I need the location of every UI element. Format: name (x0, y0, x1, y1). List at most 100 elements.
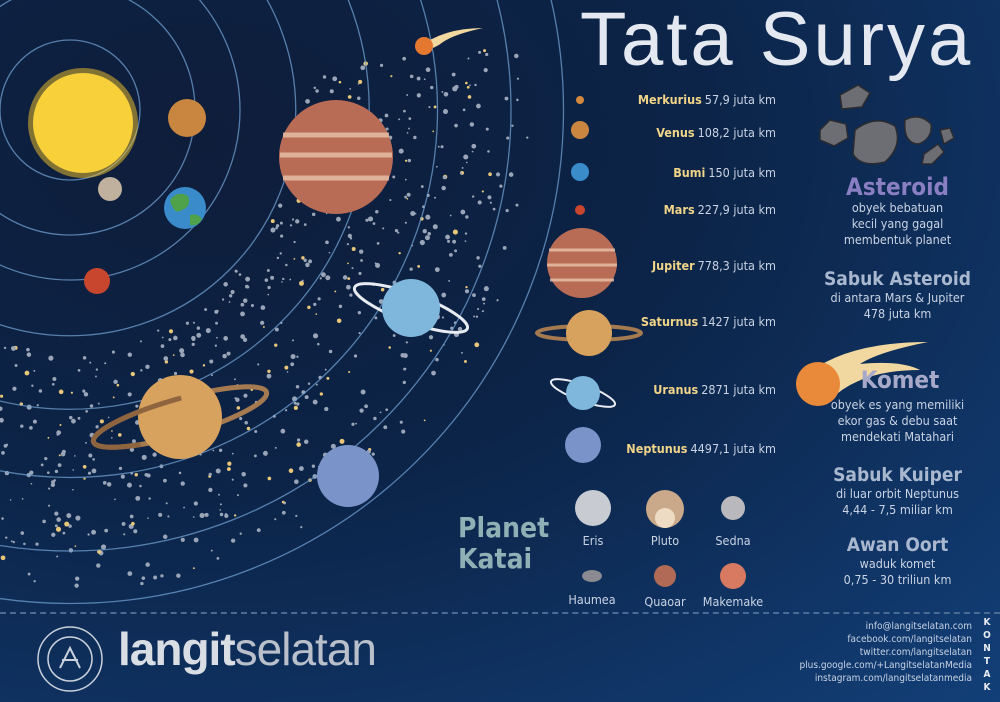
contact-link[interactable]: info@langitselatan.com (865, 621, 972, 632)
belt-dot (116, 383, 120, 387)
planet-label-bumi: Bumi 150 juta km (673, 165, 776, 180)
belt-dot (296, 355, 299, 358)
belt-dot (357, 83, 360, 85)
belt-dot (465, 215, 469, 219)
belt-dot (212, 449, 215, 452)
belt-dot (410, 210, 416, 216)
belt-dot (20, 531, 25, 535)
belt-dot (452, 229, 458, 235)
belt-dot (215, 321, 218, 325)
belt-dot (223, 282, 228, 287)
eris (575, 490, 611, 526)
belt-dot (5, 443, 9, 446)
belt-dot (231, 452, 234, 455)
makemake (720, 563, 746, 589)
belt-dot (481, 297, 486, 302)
belt-dot (38, 389, 43, 393)
belt-dot (404, 367, 407, 370)
belt-dot (461, 351, 463, 354)
belt-dot (435, 357, 439, 362)
belt-dot (398, 148, 404, 154)
belt-dot (441, 292, 447, 298)
belt-dot (406, 132, 409, 134)
belt-dot (121, 521, 126, 526)
belt-dot (260, 305, 266, 310)
planet-distance: 227,9 juta km (697, 202, 776, 217)
belt-dot (466, 85, 470, 89)
belt-dot (180, 537, 185, 542)
belt-dot (134, 472, 138, 477)
belt-dot (471, 143, 477, 149)
belt-dot (398, 118, 401, 121)
planet-name: Uranus (653, 382, 699, 397)
planet-name: Mars (663, 202, 695, 217)
belt-dot (180, 352, 185, 358)
belt-dot (322, 75, 327, 79)
belt-dot (97, 402, 100, 405)
planet-name: Saturnus (640, 314, 699, 329)
planet-label-merkurius: Merkurius 57,9 juta km (638, 92, 776, 107)
belt-dot (44, 456, 48, 461)
belt-dot (56, 430, 62, 435)
belt-dot (274, 343, 278, 347)
belt-dot (48, 355, 54, 361)
belt-dot (319, 277, 322, 280)
belt-dot (274, 518, 277, 521)
belt-dot (408, 127, 410, 130)
belt-dot (104, 362, 107, 365)
belt-dot (167, 515, 170, 518)
belt-dot (91, 468, 97, 474)
belt-dot (399, 420, 403, 424)
belt-dot (57, 463, 62, 468)
oort-cloud-desc-2: 0,75 - 30 triliun km (843, 572, 952, 587)
belt-dot (464, 360, 467, 363)
belt-dot (347, 262, 349, 265)
belt-dot (284, 409, 288, 412)
belt-dot (465, 161, 468, 164)
belt-dot (347, 277, 351, 280)
belt-dot (219, 503, 222, 506)
belt-dot (153, 575, 158, 580)
belt-dot (408, 117, 412, 121)
comet-small (418, 28, 483, 50)
belt-dot (196, 332, 202, 338)
belt-dot (481, 310, 485, 313)
belt-dot (339, 438, 345, 444)
belt-dot (404, 178, 407, 181)
belt-dot (464, 240, 467, 243)
belt-dot (242, 337, 248, 342)
belt-dot (472, 293, 476, 298)
belt-dot (353, 354, 358, 358)
contact-link[interactable]: plus.google.com/+LangitselatanMedia (799, 660, 972, 671)
belt-dot (336, 216, 341, 222)
belt-dot (376, 242, 380, 245)
belt-dot (123, 533, 126, 536)
belt-dot (274, 446, 277, 449)
belt-dot (230, 538, 236, 543)
belt-dot (95, 375, 97, 378)
belt-dot (104, 528, 109, 533)
belt-dot (319, 392, 324, 396)
belt-dot (320, 272, 326, 278)
belt-dot (85, 410, 88, 413)
belt-dot (77, 416, 81, 420)
belt-dot (291, 339, 295, 342)
contact-link[interactable]: facebook.com/langitselatan (847, 634, 972, 645)
contact-link[interactable]: twitter.com/langitselatan (859, 647, 972, 658)
contact-link[interactable]: instagram.com/langitselatanmedia (814, 673, 972, 684)
belt-dot (51, 532, 56, 537)
planet-distance: 1427 juta km (701, 314, 776, 329)
belt-dot (526, 136, 529, 139)
belt-dot (481, 190, 484, 193)
asteroid-title: Asteroid (846, 173, 949, 201)
belt-dot (145, 364, 150, 370)
orbit (0, 0, 512, 552)
belt-dot (141, 454, 147, 460)
belt-dot (165, 502, 168, 505)
mercury-small (576, 96, 584, 104)
planet-label-mars: Mars 227,9 juta km (664, 202, 776, 217)
belt-dot (47, 436, 50, 439)
belt-dot (0, 417, 4, 423)
belt-dot (74, 545, 77, 547)
belt-dot (209, 359, 214, 364)
